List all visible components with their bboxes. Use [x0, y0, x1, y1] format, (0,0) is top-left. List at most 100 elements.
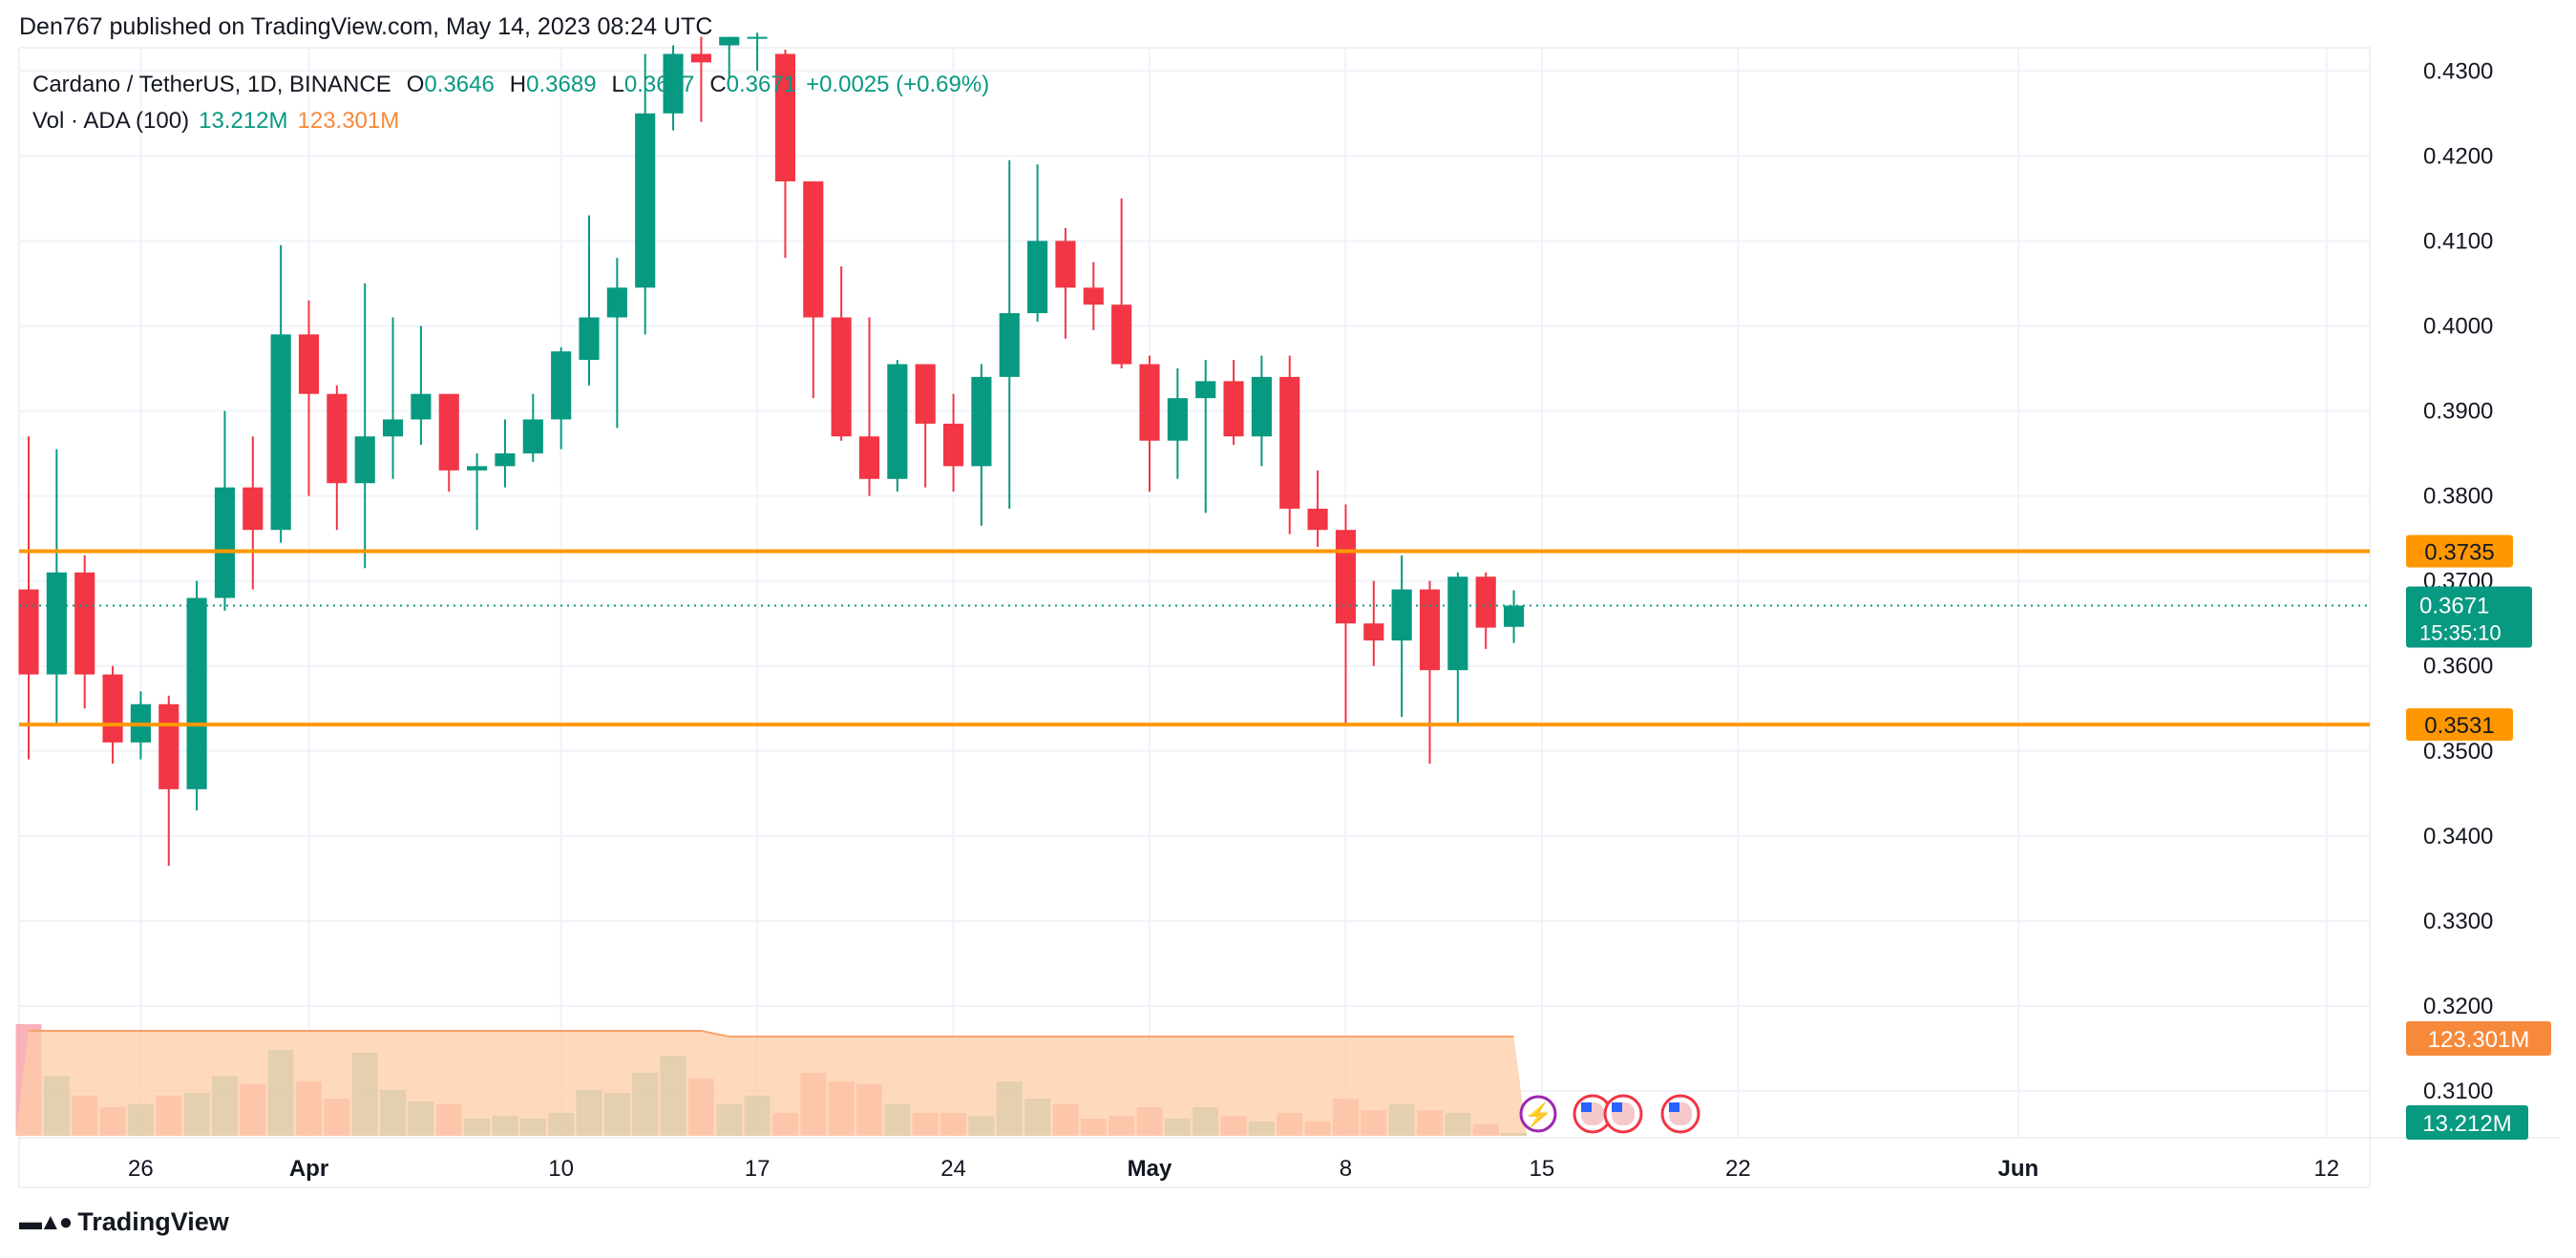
candle-body[interactable]: [158, 703, 179, 789]
open-key: O: [406, 72, 425, 97]
candle-body[interactable]: [1083, 287, 1104, 305]
y-tick-label: 0.4100: [2423, 228, 2493, 254]
y-tick-label: 0.3200: [2423, 994, 2493, 1019]
candle-body[interactable]: [270, 334, 291, 531]
volume-current-badge: [2406, 1105, 2528, 1140]
x-tick-label: Apr: [289, 1156, 328, 1182]
symbol-label[interactable]: Cardano / TetherUS, 1D, BINANCE: [32, 72, 391, 97]
bar-countdown-label: 15:35:10: [2419, 620, 2502, 644]
y-tick-label: 0.4300: [2423, 58, 2493, 84]
candle-body[interactable]: [1027, 241, 1048, 314]
last-price-label: 0.3671: [2419, 593, 2489, 619]
candle-body[interactable]: [382, 419, 404, 437]
candle-body[interactable]: [1139, 364, 1160, 441]
volume-label[interactable]: Vol · ADA (100): [32, 108, 190, 134]
volume-ma-badge: [2406, 1021, 2551, 1056]
candle-body[interactable]: [1055, 241, 1076, 288]
us-flag-canton-icon: [1669, 1102, 1679, 1112]
volume-ma-badge-label: 123.301M: [2428, 1027, 2530, 1053]
candle-body[interactable]: [971, 376, 992, 467]
candle-body[interactable]: [186, 598, 207, 789]
candle-body[interactable]: [243, 487, 264, 531]
x-tick-label: Jun: [1998, 1156, 2039, 1182]
lightning-event-icon[interactable]: [1519, 1095, 1557, 1133]
publisher-line: Den767 published on TradingView.com, May…: [19, 13, 713, 40]
y-tick-label: 0.3500: [2423, 739, 2493, 765]
candle-body[interactable]: [915, 364, 936, 424]
x-tick-label: 10: [548, 1156, 574, 1182]
candle-body[interactable]: [1195, 381, 1216, 399]
candle-body[interactable]: [551, 351, 572, 420]
x-tick-label: 15: [1530, 1156, 1555, 1182]
candle-body[interactable]: [1419, 589, 1441, 671]
close-key: C: [709, 72, 727, 97]
candle-body[interactable]: [327, 393, 348, 484]
candle-body[interactable]: [999, 313, 1020, 377]
candle-body[interactable]: [831, 317, 852, 437]
low-key: L: [611, 72, 624, 97]
candle-body[interactable]: [803, 181, 824, 318]
lightning-glyph-icon: ⚡: [1524, 1101, 1552, 1128]
y-tick-label: 0.3900: [2423, 399, 2493, 425]
x-tick-label: 17: [745, 1156, 771, 1182]
candle-body[interactable]: [1503, 605, 1525, 627]
candle-body[interactable]: [579, 317, 600, 361]
chart-legend: Cardano / TetherUS, 1D, BINANCE O0.3646 …: [32, 67, 989, 139]
y-tick-label: 0.3400: [2423, 824, 2493, 849]
candle-body[interactable]: [719, 36, 740, 46]
candle-body[interactable]: [495, 453, 516, 467]
y-tick-label: 0.3100: [2423, 1079, 2493, 1104]
candle-body[interactable]: [858, 436, 880, 479]
candle-body[interactable]: [635, 113, 656, 288]
level-price-badge: [2406, 535, 2513, 568]
y-tick-label: 0.3800: [2423, 484, 2493, 510]
candle-body[interactable]: [298, 334, 320, 394]
candle-body[interactable]: [1335, 530, 1357, 624]
candle-body[interactable]: [887, 364, 908, 479]
candle-body[interactable]: [1111, 304, 1132, 365]
candle-body[interactable]: [663, 53, 684, 114]
level-price-label: 0.3531: [2424, 713, 2494, 739]
tradingview-logo-icon: ▬▲●: [19, 1208, 73, 1235]
candle-body[interactable]: [1475, 577, 1496, 628]
candle-body[interactable]: [467, 466, 488, 471]
candle-body[interactable]: [46, 572, 67, 675]
candle-body[interactable]: [1447, 577, 1468, 671]
candle-body[interactable]: [606, 287, 627, 318]
volume-current-badge-label: 13.212M: [2422, 1111, 2511, 1137]
volume-value: 13.212M: [199, 108, 288, 134]
candle-body[interactable]: [438, 393, 459, 471]
candle-body[interactable]: [18, 589, 39, 675]
candle-body[interactable]: [1363, 623, 1384, 640]
candle-body[interactable]: [354, 436, 375, 484]
volume-legend-row: Vol · ADA (100) 13.212M 123.301M: [32, 103, 989, 139]
candle-body[interactable]: [747, 36, 768, 39]
high-key: H: [509, 72, 527, 97]
level-price-label: 0.3735: [2424, 539, 2494, 565]
level-price-badge: [2406, 708, 2513, 742]
volume-ma-value: 123.301M: [297, 108, 400, 134]
candle-body[interactable]: [102, 674, 123, 743]
candle-body[interactable]: [1279, 376, 1300, 509]
candle-body[interactable]: [1307, 508, 1328, 531]
candle-body[interactable]: [1251, 376, 1272, 437]
candle-body[interactable]: [214, 487, 236, 598]
candle-body[interactable]: [522, 419, 543, 454]
us-flag-canton-icon: [1581, 1102, 1592, 1112]
candle-body[interactable]: [942, 423, 964, 467]
candle-body[interactable]: [1391, 589, 1412, 640]
candle-body[interactable]: [74, 572, 95, 675]
candle-body[interactable]: [1167, 398, 1188, 441]
tradingview-logo[interactable]: ▬▲● TradingView: [19, 1207, 229, 1237]
x-tick-label: 22: [1725, 1156, 1751, 1182]
change-value: +0.0025 (+0.69%): [806, 72, 990, 97]
candle-body[interactable]: [1223, 381, 1244, 437]
y-tick-label: 0.4200: [2423, 143, 2493, 169]
low-value: 0.3627: [623, 72, 695, 97]
volume-ma-area: [15, 1031, 1528, 1136]
candle-body[interactable]: [690, 53, 711, 63]
candle-body[interactable]: [411, 393, 432, 420]
candle-body[interactable]: [774, 53, 796, 182]
y-tick-label: 0.3600: [2423, 654, 2493, 680]
